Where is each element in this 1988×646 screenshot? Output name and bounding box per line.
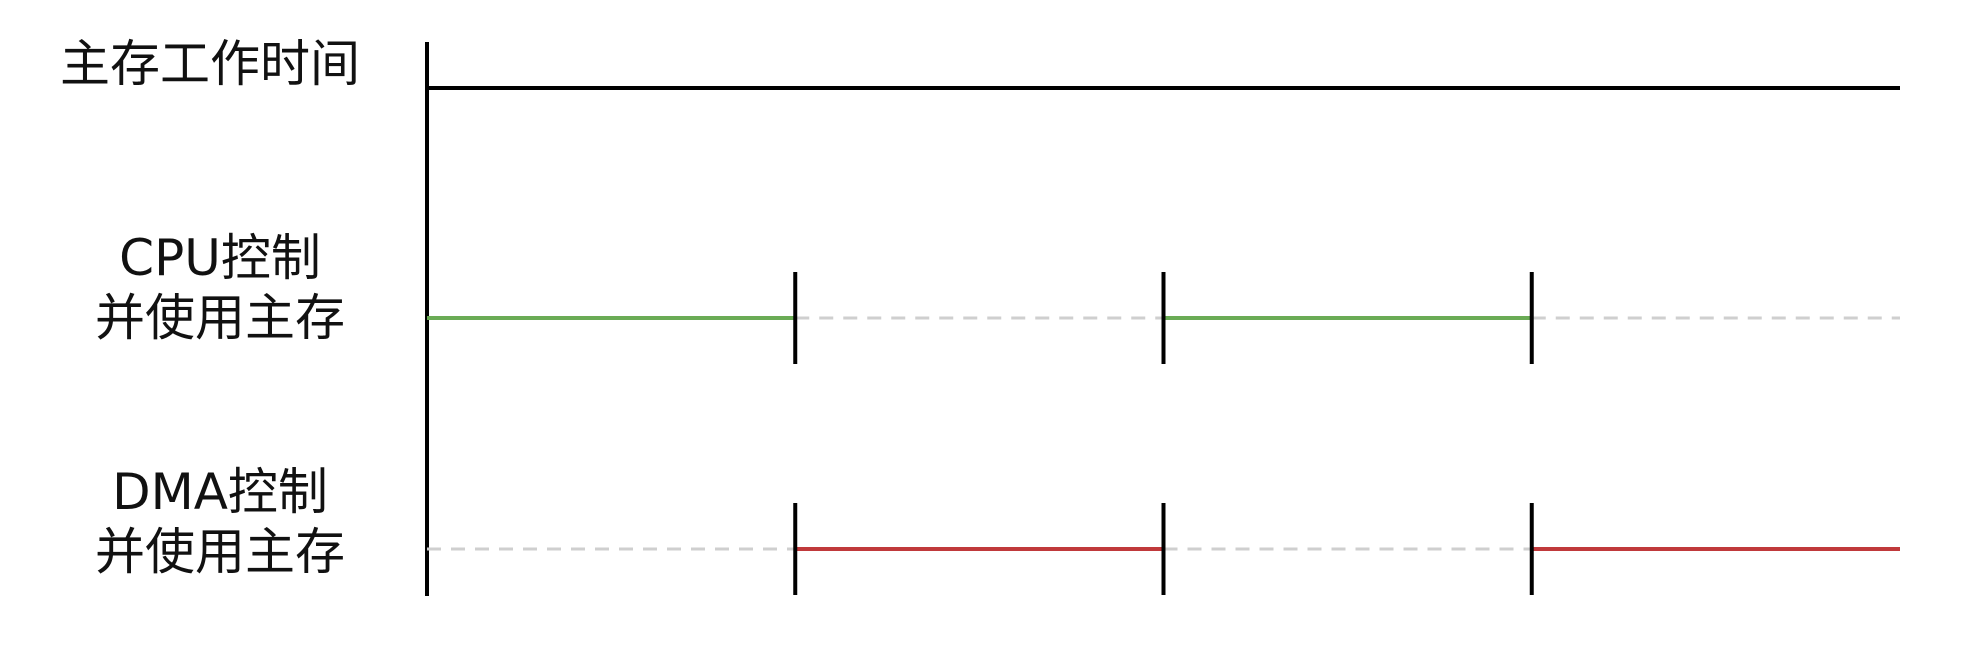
dma-label-line1: DMA控制 (112, 463, 328, 521)
boundary-tick-marks (793, 272, 1534, 595)
cpu-label-line2: 并使用主存 (95, 289, 345, 347)
cpu-label-line1: CPU控制 (119, 229, 321, 287)
main-memory-time-text: 主存工作时间 (60, 35, 360, 93)
cpu-control-label: CPU控制 并使用主存 (30, 228, 410, 348)
main-memory-time-label: 主存工作时间 (30, 34, 390, 94)
dma-label-line2: 并使用主存 (95, 523, 345, 581)
dma-control-label: DMA控制 并使用主存 (30, 462, 410, 582)
